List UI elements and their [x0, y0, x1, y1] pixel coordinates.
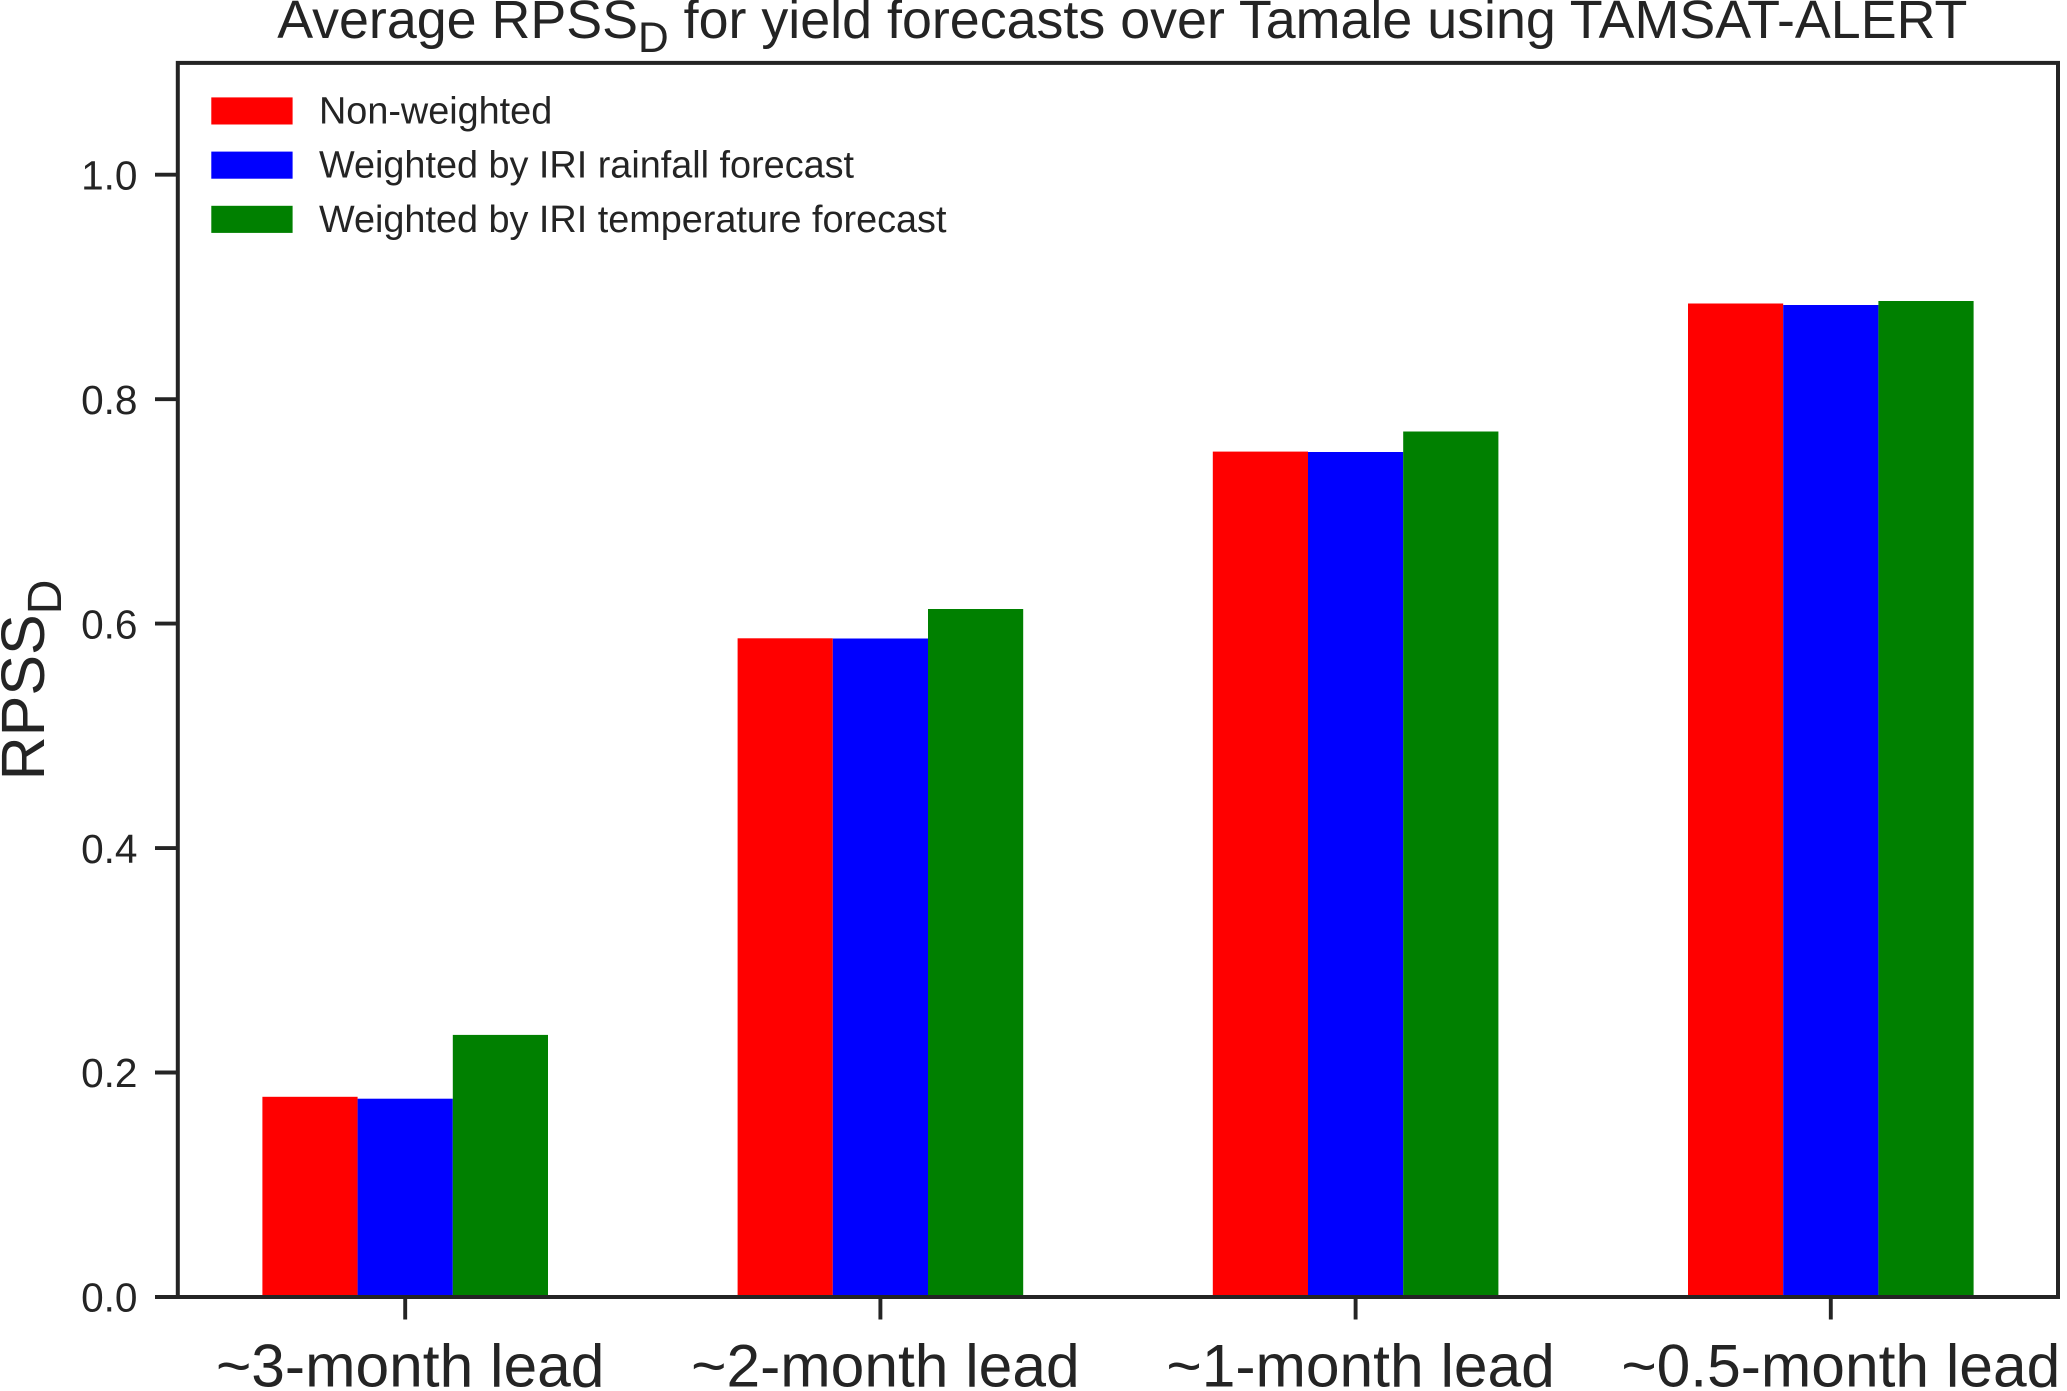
svg-text:~0.5-month lead: ~0.5-month lead	[1621, 1332, 2060, 1391]
svg-text:~2-month lead: ~2-month lead	[691, 1332, 1079, 1391]
svg-text:Weighted by IRI rainfall forec: Weighted by IRI rainfall forecast	[319, 145, 855, 187]
svg-text:Weighted by IRI temperature fo: Weighted by IRI temperature forecast	[319, 199, 947, 241]
svg-text:0.6: 0.6	[81, 601, 137, 647]
svg-text:0.4: 0.4	[81, 826, 137, 872]
svg-text:~1-month lead: ~1-month lead	[1166, 1332, 1554, 1391]
svg-text:1.0: 1.0	[81, 152, 137, 198]
svg-text:0.2: 0.2	[81, 1050, 137, 1096]
svg-text:0.0: 0.0	[81, 1275, 137, 1321]
svg-text:~3-month lead: ~3-month lead	[216, 1332, 604, 1391]
svg-text:0.8: 0.8	[81, 377, 137, 423]
svg-text:Non-weighted: Non-weighted	[319, 91, 552, 133]
